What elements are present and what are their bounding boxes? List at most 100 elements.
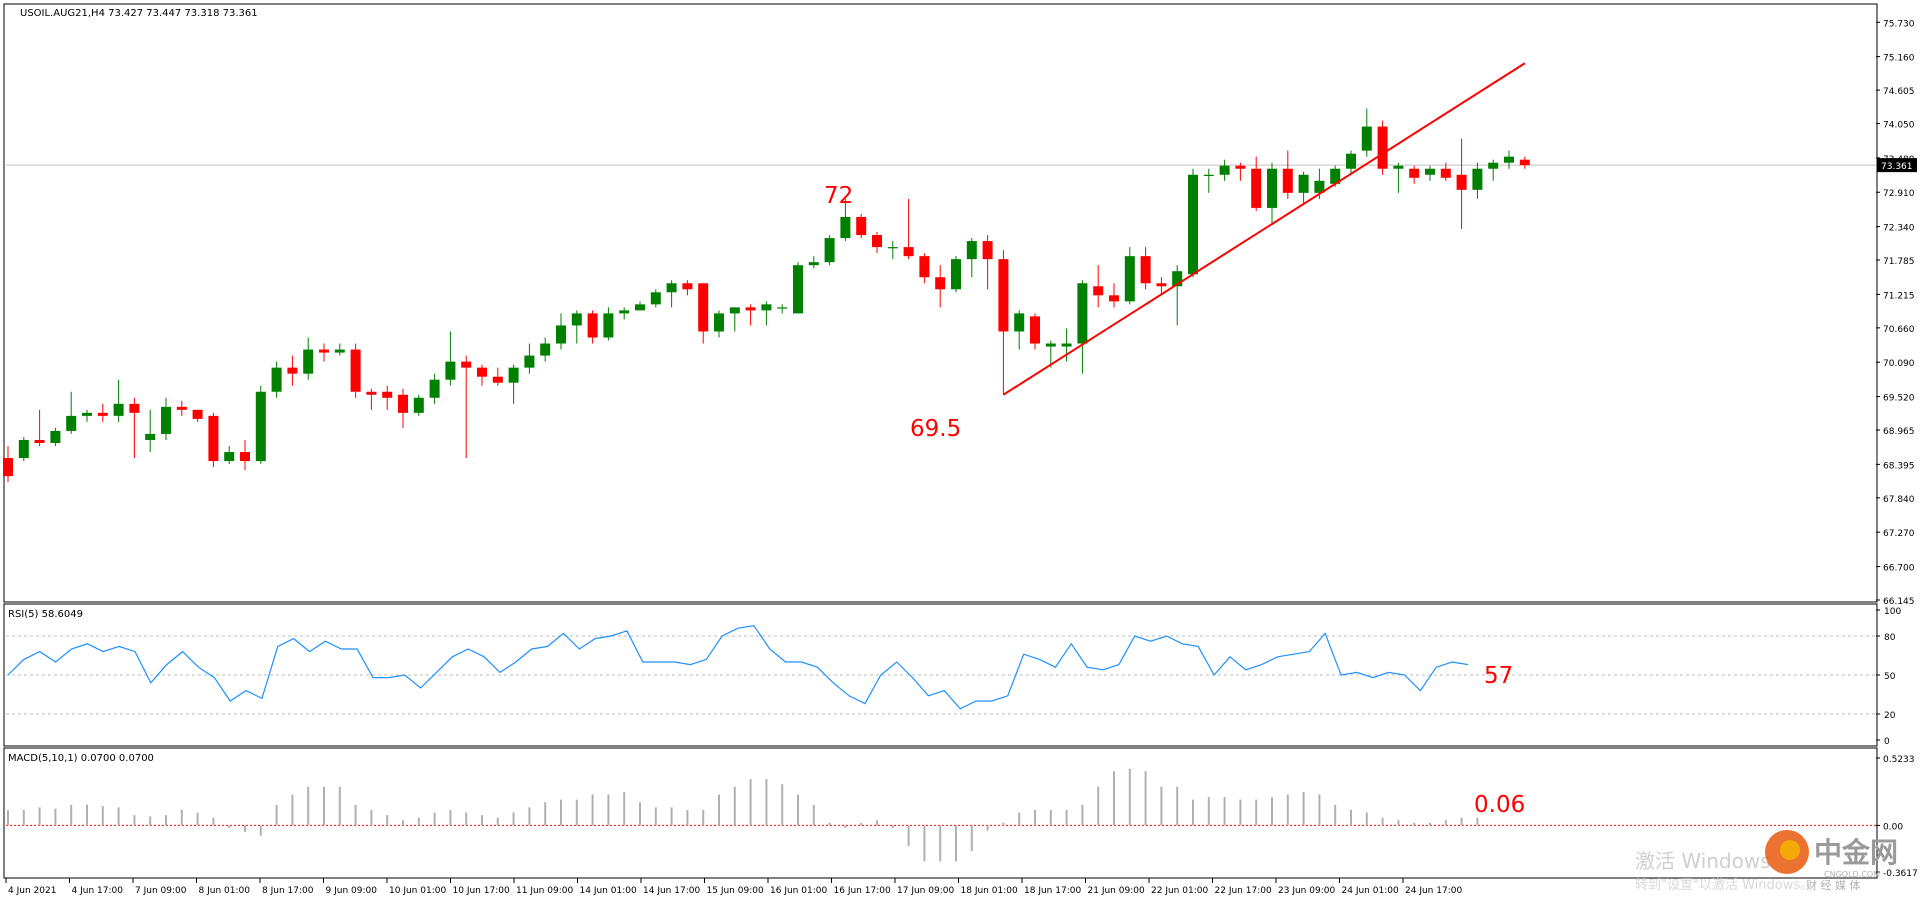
price-tick-label: 74.605 — [1883, 87, 1915, 97]
candle-body — [477, 367, 487, 377]
macd-tick-label: 0.5233 — [1883, 755, 1915, 765]
candle-body — [161, 406, 171, 434]
candle-body — [1330, 168, 1341, 184]
rsi-side-label: 57 — [1484, 663, 1513, 689]
candle-body — [1456, 174, 1467, 190]
candle-body — [1014, 313, 1025, 332]
current-price-label: 73.361 — [1881, 162, 1913, 172]
price-tick-label: 75.730 — [1883, 19, 1915, 29]
candle-body — [224, 452, 235, 462]
candle-body — [856, 216, 867, 236]
rsi-series-line — [7, 624, 1469, 710]
candle-body — [793, 265, 803, 314]
candle-body — [398, 394, 408, 413]
candle-body — [919, 256, 930, 278]
candle-body — [524, 355, 535, 368]
candle-body — [18, 439, 29, 459]
price-tick-label: 75.160 — [1883, 54, 1915, 64]
price-tick-label: 70.660 — [1883, 325, 1915, 335]
macd-tick-label: -0.3617 — [1883, 869, 1918, 879]
candle-body — [571, 313, 582, 326]
candle-body — [1172, 271, 1183, 287]
time-tick-label: 24 Jun 17:00 — [1405, 886, 1462, 896]
candle-body — [145, 433, 156, 440]
candle-body — [682, 283, 693, 290]
candle-body — [903, 247, 914, 257]
time-tick-label: 22 Jun 01:00 — [1151, 886, 1208, 896]
candle-body — [66, 415, 77, 431]
candle-body — [729, 307, 740, 314]
annotation-low-label: 69.5 — [910, 416, 961, 442]
price-tick-label: 72.910 — [1883, 189, 1915, 199]
time-tick-label: 18 Jun 17:00 — [1024, 886, 1081, 896]
candle-body — [777, 307, 788, 309]
candle-body — [1440, 168, 1451, 178]
candle-body — [1409, 168, 1420, 178]
time-tick-label: 21 Jun 09:00 — [1088, 886, 1145, 896]
candle-body — [872, 235, 882, 248]
candle-body — [603, 313, 614, 338]
candle-body — [271, 367, 282, 392]
trendline — [1002, 62, 1526, 396]
candle-body — [382, 391, 393, 398]
macd-tick-label: 0.00 — [1883, 822, 1903, 832]
windows-activate-sub: 转到"设置"以激活 Windows。 — [1635, 878, 1813, 893]
candle-body — [587, 313, 598, 338]
candle-body — [650, 292, 661, 305]
candle-body — [635, 304, 645, 311]
candle-body — [1030, 316, 1040, 344]
candle-body — [492, 376, 503, 383]
time-tick-label: 17 Jun 09:00 — [897, 886, 954, 896]
price-tick-label: 66.145 — [1883, 597, 1915, 607]
candle-body — [461, 361, 472, 368]
candle-body — [1361, 126, 1372, 151]
time-tick-label: 9 Jun 09:00 — [326, 886, 378, 896]
candle-body — [1109, 295, 1119, 302]
candle-body — [255, 391, 266, 462]
candle-body — [698, 283, 709, 332]
candle-body — [287, 367, 298, 374]
time-tick-label: 18 Jun 01:00 — [961, 886, 1018, 896]
candle-body — [556, 325, 566, 344]
time-tick-label: 14 Jun 01:00 — [580, 886, 637, 896]
candle-body — [808, 262, 819, 266]
candle-body — [303, 349, 314, 374]
candle-body — [1472, 168, 1483, 190]
price-tick-label: 69.520 — [1883, 394, 1915, 404]
candle-body — [1203, 174, 1214, 176]
candle-body — [129, 403, 140, 413]
candle-body — [334, 349, 345, 353]
cngold-tag: 财 经 媒 体 — [1806, 878, 1861, 892]
rsi-tick-label: 50 — [1884, 672, 1896, 682]
macd-title: MACD(5,10,1) 0.0700 0.0700 — [8, 753, 154, 764]
candle-body — [935, 277, 946, 290]
candle-body — [1519, 159, 1530, 166]
candle-body — [1488, 162, 1499, 169]
candle-body — [1504, 156, 1514, 163]
cngold-brand: 中金网 — [1814, 836, 1898, 869]
symbol-header: USOIL.AUG21,H4 73.427 73.447 73.318 73.3… — [20, 8, 258, 19]
candle-body — [508, 367, 519, 383]
candle-body — [1235, 165, 1246, 169]
current-price-box — [1877, 158, 1917, 173]
candle-body — [666, 283, 677, 293]
price-panel-frame — [3, 3, 1878, 603]
time-tick-label: 14 Jun 17:00 — [643, 886, 700, 896]
candle-body — [50, 430, 61, 443]
candle-body — [82, 412, 92, 416]
time-tick-label: 10 Jun 01:00 — [389, 886, 446, 896]
cngold-url: CNGOLD.COM — [1824, 870, 1880, 879]
macd-side-label: 0.06 — [1474, 792, 1525, 818]
candle-body — [1282, 168, 1293, 193]
candle-body — [3, 458, 13, 477]
time-tick-label: 7 Jun 09:00 — [135, 886, 187, 896]
candle-body — [1140, 256, 1151, 284]
candle-body — [1156, 283, 1167, 287]
candle-body — [745, 307, 756, 311]
candle-body — [366, 391, 377, 395]
candle-body — [350, 349, 361, 392]
candle-body — [998, 259, 1009, 332]
candle-body — [176, 406, 187, 410]
